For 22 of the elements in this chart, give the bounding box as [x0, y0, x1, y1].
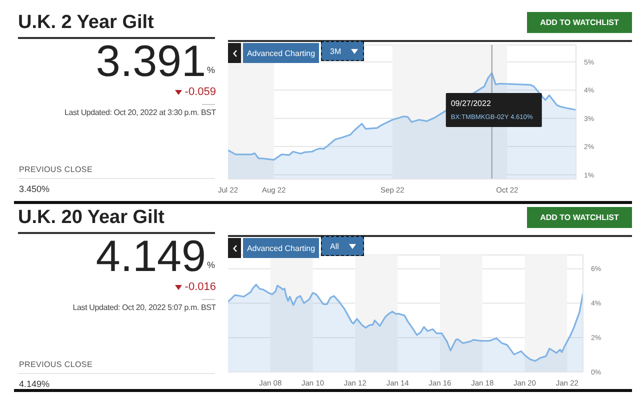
text: -0.016 — [184, 281, 216, 293]
charting-button: Advanced Charting — [243, 238, 319, 258]
text: 3.450% — [19, 184, 50, 194]
text: PREVIOUS CLOSE — [19, 360, 92, 369]
text: 4.149% — [19, 379, 50, 389]
text: % — [207, 260, 216, 270]
text: PREVIOUS CLOSE — [19, 165, 92, 174]
text: % — [207, 65, 216, 75]
charting-button: Advanced Charting — [243, 43, 319, 63]
text: ADD TO WATCHLIST — [527, 207, 632, 228]
text: 3.391 — [96, 37, 206, 87]
chart-title: U.K. 2 Year Gilt — [18, 12, 154, 34]
text: -0.059 — [184, 86, 216, 98]
annotation: 3M — [330, 46, 342, 56]
range-dropdown: All — [321, 236, 364, 256]
annotation: 09/27/2022 — [450, 99, 492, 108]
range-dropdown: 3M — [321, 41, 364, 61]
text: Last Updated: Oct 20, 2022 5:07 p.m. BST — [72, 303, 216, 312]
chart-title: U.K. 20 Year Gilt — [18, 207, 164, 229]
text: Last Updated: Oct 20, 2022 at 3:30 p.m. BST — [64, 108, 216, 117]
text: 4.149 — [96, 232, 206, 282]
text: ADD TO WATCHLIST — [527, 12, 632, 33]
